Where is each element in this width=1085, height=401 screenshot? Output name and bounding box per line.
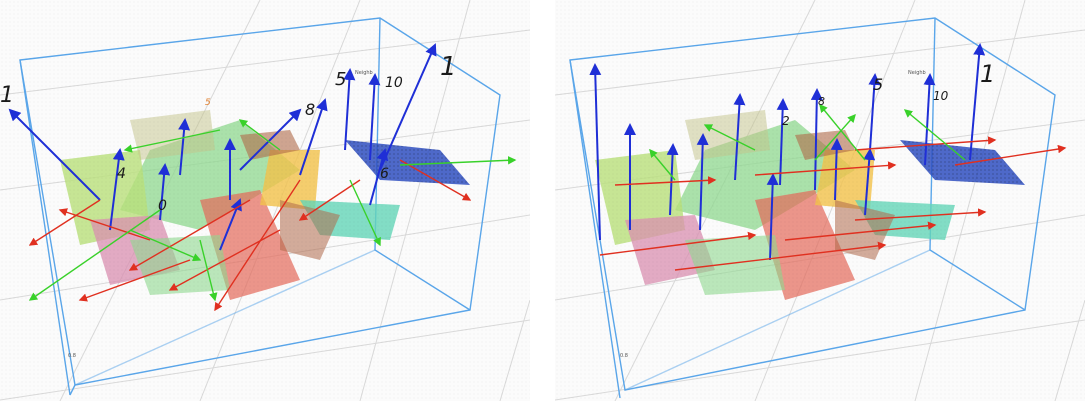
plane-id-labels: 1 5 10 8 2 Neighb 0.8 [620,60,995,359]
plane-label: 5 [335,69,346,90]
plane-label: 0 [158,198,167,214]
plane-axes-green [649,103,966,181]
axis-annotation: 0.8 [620,353,628,359]
plane-label: 4 [117,166,126,182]
segmented-planes [555,0,1085,401]
plane-axes-red [599,136,1067,271]
plane-label: 1 [980,60,995,88]
left-point-cloud-render: 1 5 10 1 8 4 6 5 0 Neighb 0.8 [0,0,530,401]
right-3d-view: 1 5 10 8 2 Neighb 0.8 [555,0,1085,401]
plane-label: 10 [385,75,403,91]
plane-label: 6 [380,166,389,182]
axis-annotation: 0.8 [68,353,76,359]
plane-label: 10 [933,89,949,103]
neighbor-annotation: Neighb [908,70,926,76]
plane-label: 8 [818,95,825,108]
right-point-cloud-render: 1 5 10 8 2 Neighb 0.8 [555,0,1085,401]
neighbor-annotation: Neighb [355,70,373,76]
left-3d-view: 1 5 10 1 8 4 6 5 0 Neighb 0.8 [0,0,530,401]
plane-id-labels: 1 5 10 1 8 4 6 5 0 Neighb 0.8 [0,52,457,359]
plane-label: 5 [873,75,883,94]
plane-normals-blue [589,43,986,261]
plane-label: 1 [440,52,457,82]
plane-axes-red [28,159,472,312]
plane-label: 5 [205,98,211,108]
plane-label: 2 [782,114,790,128]
plane-label: 8 [305,100,315,119]
segmented-planes [0,0,530,401]
plane-axes-green [28,119,517,302]
plane-normals-blue [8,43,437,251]
plane-label: 1 [0,83,14,108]
